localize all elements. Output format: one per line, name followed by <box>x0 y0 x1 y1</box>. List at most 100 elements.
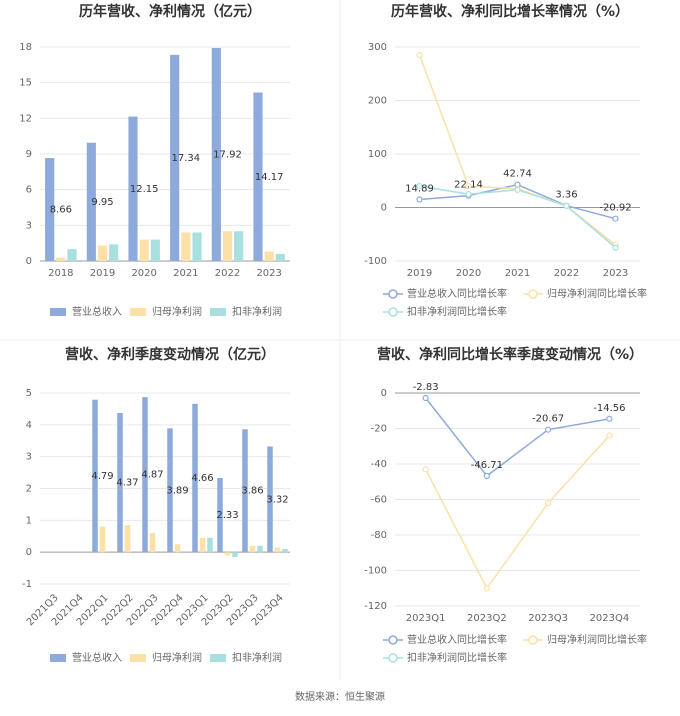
source: 数据来源：恒生聚源 <box>295 690 385 703</box>
legend-label: 归母净利润同比增长率 <box>547 287 647 300</box>
legend-label: 扣非净利润同比增长率 <box>407 305 507 318</box>
y-tick-label: -60 <box>371 495 387 506</box>
series-line <box>424 435 610 590</box>
point <box>545 499 552 507</box>
legend-label: 营业总收入 <box>72 651 122 664</box>
data-label: -46.71 <box>471 460 503 471</box>
bar <box>207 537 213 553</box>
bar <box>222 231 233 261</box>
legend-swatch <box>388 307 398 317</box>
x-tick-label: 2023Q4 <box>590 613 630 624</box>
x-tick-label: 2019 <box>90 268 115 279</box>
bar <box>253 92 263 261</box>
point <box>465 191 472 198</box>
data-label: 4.37 <box>116 478 138 489</box>
y-tick-label: -100 <box>364 566 387 577</box>
data-label: -14.56 <box>593 403 625 414</box>
chart-title: 营收、净利同比增长率季度变动情况（%） <box>377 346 643 363</box>
x-tick-label: 2023Q2 <box>467 613 507 624</box>
data-label: 3.89 <box>166 485 188 496</box>
bar <box>170 54 180 262</box>
series-line <box>425 397 610 477</box>
bar <box>192 232 202 261</box>
legend-swatch <box>50 308 66 316</box>
y-tick-label: 3 <box>26 452 32 463</box>
legend-label: 归母净利润 <box>152 305 202 318</box>
point <box>422 466 429 473</box>
data-label: 12.15 <box>130 184 159 195</box>
y-tick-label: 0 <box>381 203 387 214</box>
x-tick-label: 2021 <box>505 268 530 279</box>
data-label: 2.33 <box>216 510 238 521</box>
y-tick-label: -100 <box>364 256 387 267</box>
data-label: -2.83 <box>413 382 439 393</box>
y-tick-label: 6 <box>26 185 32 196</box>
x-tick-label: 2023 <box>256 268 281 279</box>
bar <box>274 547 281 553</box>
legend-swatch <box>528 289 538 299</box>
bar <box>67 249 77 261</box>
x-tick-label: 2023Q1 <box>406 613 446 624</box>
bar <box>264 251 274 261</box>
data-label: 14.89 <box>405 184 434 195</box>
data-label: 14.17 <box>255 172 284 183</box>
data-label: 3.32 <box>266 494 288 505</box>
bar <box>217 477 223 553</box>
data-label: 22.14 <box>454 180 483 191</box>
bar <box>45 158 55 261</box>
bar <box>224 552 231 556</box>
y-tick-label: 100 <box>368 149 387 160</box>
point <box>416 183 423 190</box>
x-tick-label: 2021 <box>173 268 198 279</box>
data-label: 17.34 <box>172 153 201 164</box>
legend-swatch <box>50 654 66 662</box>
point <box>465 183 472 190</box>
y-tick-label: -40 <box>371 459 387 470</box>
legend-label: 归母净利润 <box>152 651 202 664</box>
bar <box>139 239 149 261</box>
legend-swatch <box>388 635 398 645</box>
bar <box>211 47 221 261</box>
point <box>483 472 490 480</box>
bar <box>267 446 273 553</box>
data-label: 9.95 <box>91 197 113 208</box>
chart-title: 营收、净利季度变动情况（亿元） <box>65 346 275 363</box>
x-tick-label: 2022 <box>215 268 240 279</box>
legend-swatch <box>130 654 146 662</box>
y-tick-label: 200 <box>368 96 387 107</box>
legend-label: 营业总收入同比增长率 <box>407 287 507 300</box>
y-tick-label: 4 <box>26 420 32 431</box>
series-line <box>418 54 616 246</box>
legend-label: 营业总收入 <box>72 305 122 318</box>
legend-swatch <box>388 289 398 299</box>
x-tick-label: 2020 <box>456 268 481 279</box>
y-tick-label: -120 <box>364 601 387 612</box>
bar <box>109 244 119 261</box>
y-tick-label: 300 <box>368 42 387 53</box>
x-tick-label: 2019 <box>407 268 432 279</box>
data-label: 4.66 <box>191 473 213 484</box>
legend-swatch <box>210 308 226 316</box>
y-tick-label: -1 <box>22 579 32 590</box>
chart-title: 历年营收、净利情况（亿元） <box>79 3 261 20</box>
legend-label: 扣非净利润 <box>232 305 282 318</box>
bar <box>232 552 238 557</box>
bar <box>124 525 131 553</box>
bar <box>150 239 160 261</box>
data-label: 3.86 <box>241 486 263 497</box>
data-label: -20.92 <box>599 203 631 214</box>
point <box>483 585 490 592</box>
legend-label: 营业总收入同比增长率 <box>407 633 507 646</box>
y-tick-label: -20 <box>371 424 387 435</box>
data-label: 4.79 <box>91 471 113 482</box>
point <box>612 244 619 251</box>
data-label: 4.87 <box>141 470 163 481</box>
y-tick-label: 5 <box>26 388 32 399</box>
bar <box>282 548 288 553</box>
legend-swatch <box>210 654 226 662</box>
y-tick-label: 12 <box>19 113 32 124</box>
data-label: 42.74 <box>503 169 532 180</box>
x-tick-label: 2022 <box>554 268 579 279</box>
point <box>606 415 613 422</box>
bar <box>142 397 148 553</box>
